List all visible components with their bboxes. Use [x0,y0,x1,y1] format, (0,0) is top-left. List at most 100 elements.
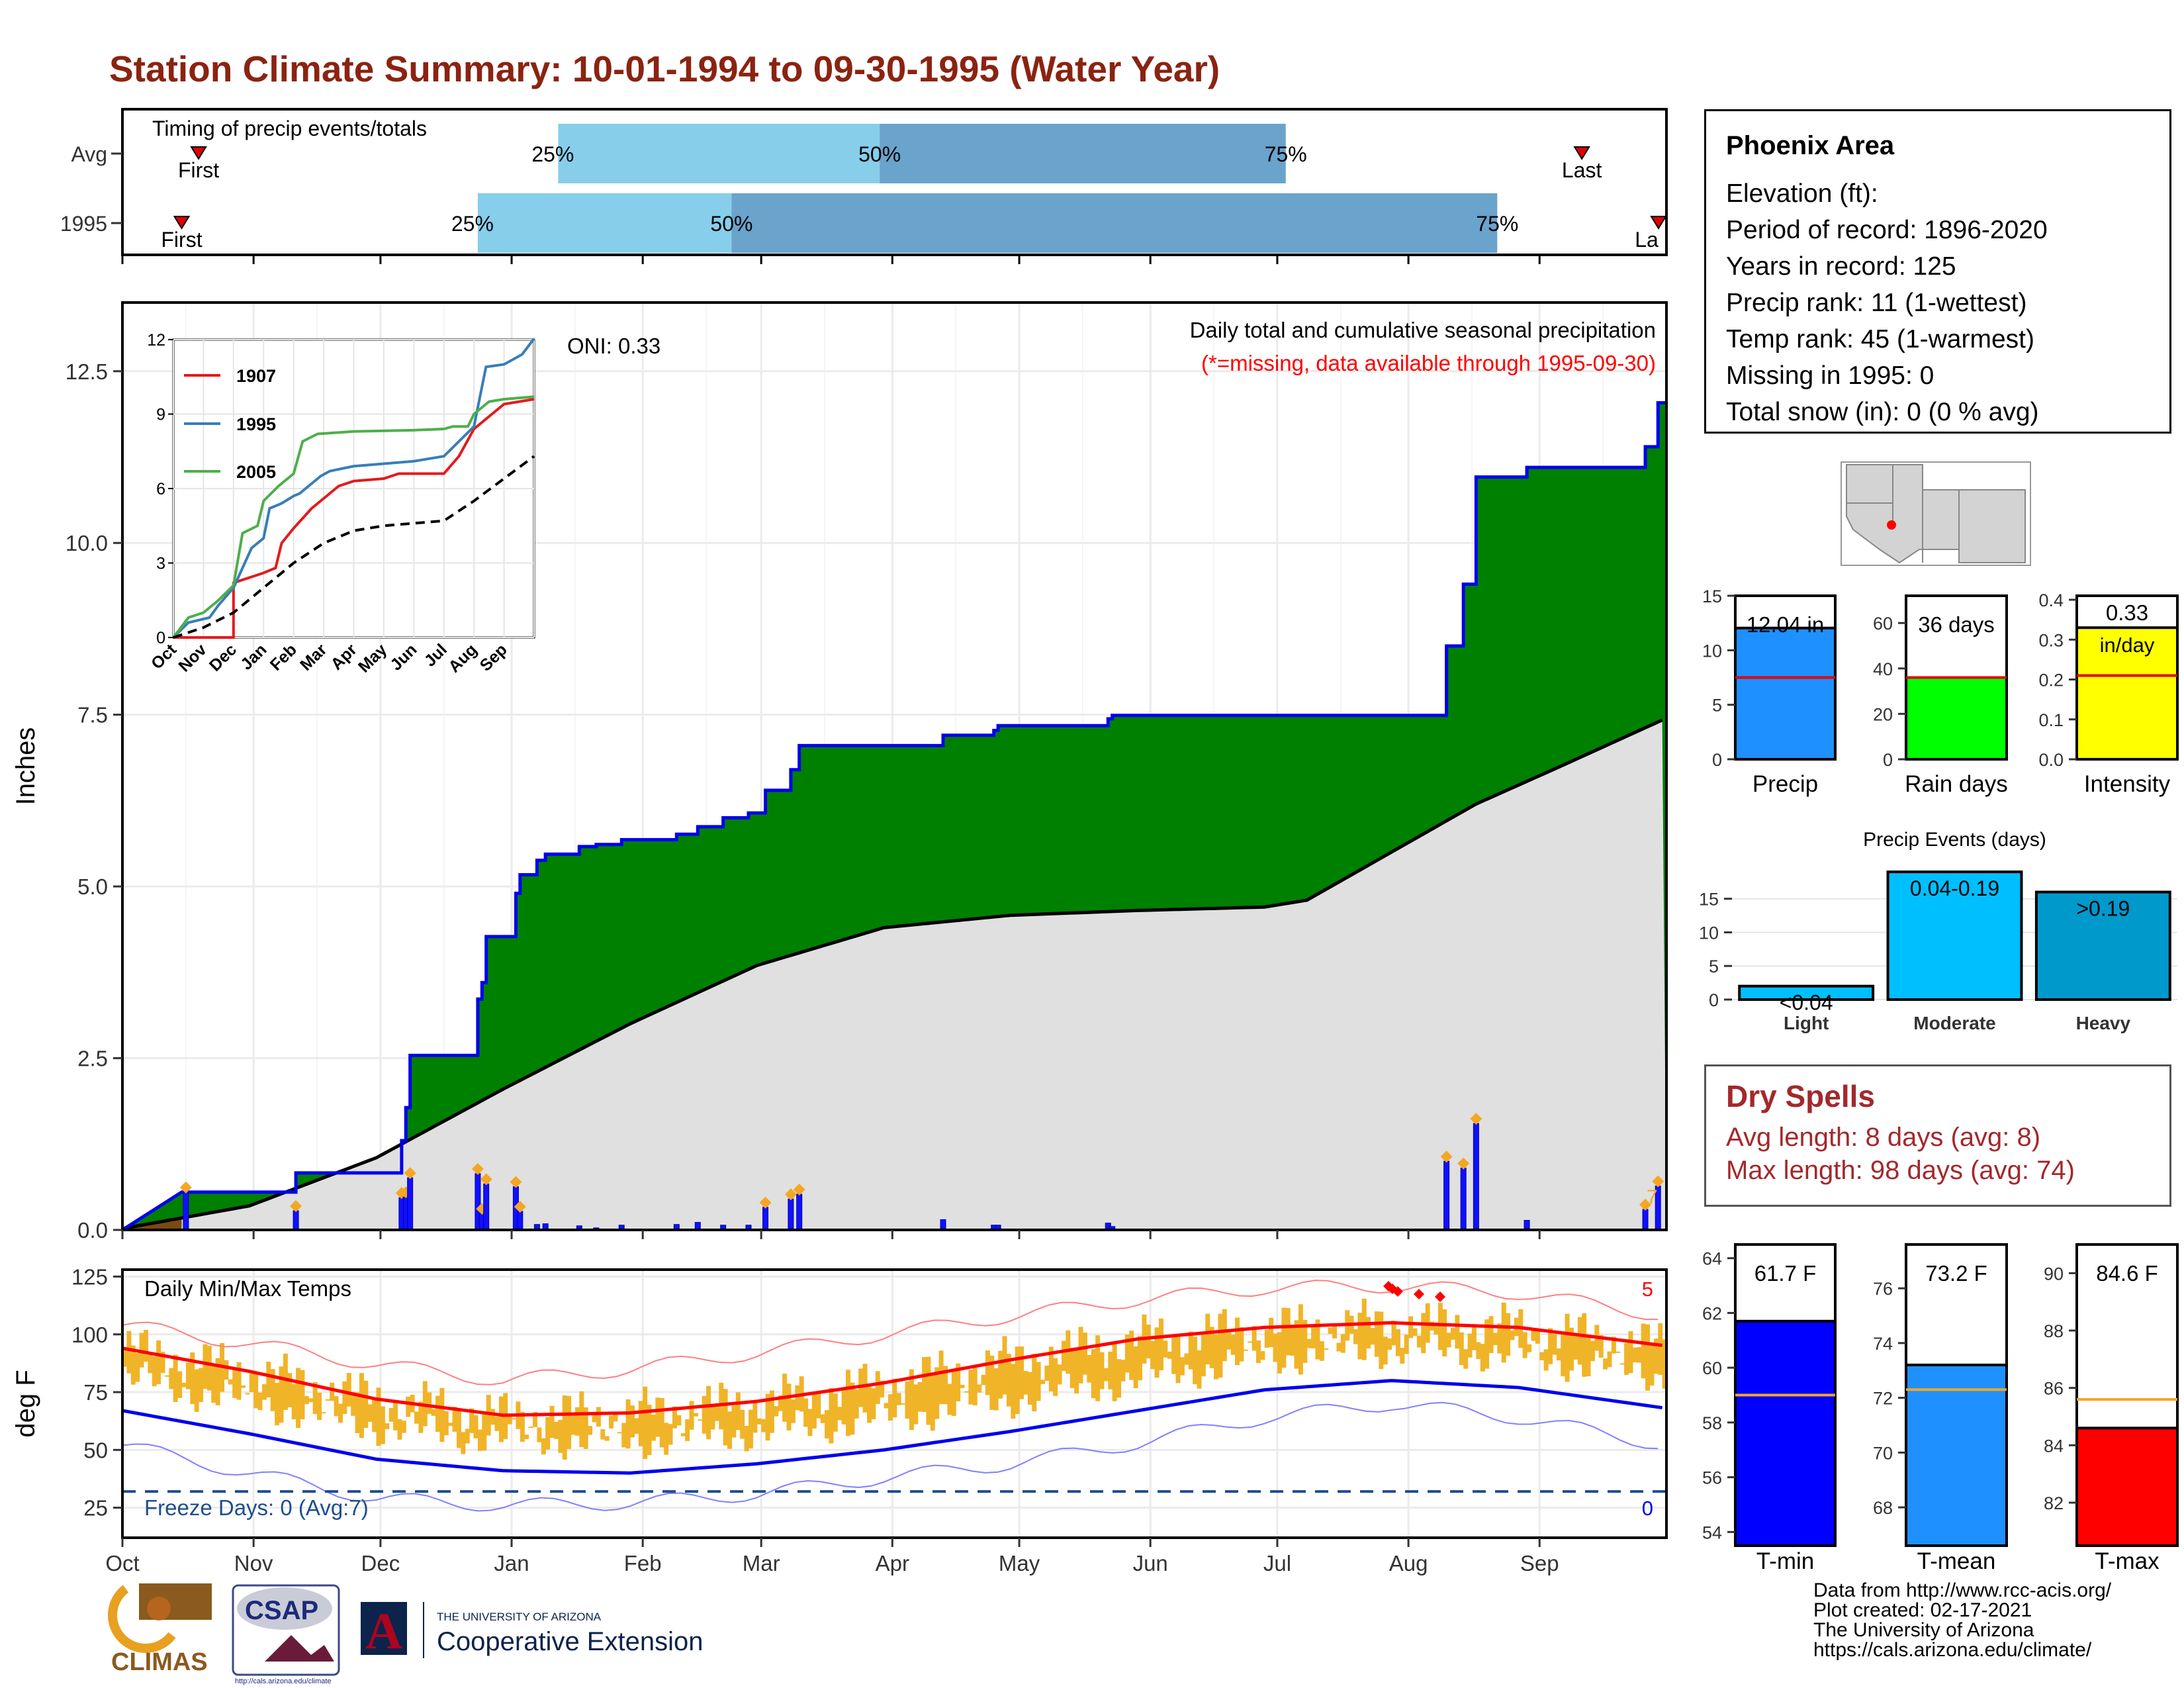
average-cumulative-area [122,720,1666,1230]
daily-temp-range-bar [148,1353,153,1374]
daily-temp-range-bar [1057,1364,1062,1385]
daily-temp-range-bar [744,1426,749,1452]
daily-temp-range-bar [1298,1304,1303,1375]
daily-temp-range-bar [1437,1303,1443,1350]
daily-temp-range-bar [1501,1302,1506,1363]
daily-temp-range-bar [1273,1333,1278,1362]
inset-series-line [172,395,535,639]
daily-temp-range-bar [1285,1307,1291,1356]
daily-temp-range-bar [583,1407,588,1449]
ua-logo: A THE UNIVERSITY OF ARIZONA Cooperative … [361,1602,703,1660]
daily-temp-range-bar [989,1355,995,1410]
daily-temp-range-bar [1573,1336,1578,1360]
precip-subtitle: (*=missing, data available through 1995-… [1201,351,1656,375]
daily-temp-range-bar [1332,1325,1338,1338]
daily-temp-range-bar [634,1418,639,1434]
daily-temp-range-bar [1188,1331,1193,1370]
intensity_gauge-ytick-label: 0.4 [2038,590,2064,610]
timing-row-label: Avg [71,142,107,166]
daily-temp-range-bar [232,1367,238,1398]
month-tick-label: Feb [624,1551,662,1575]
daily-temp-range-bar [833,1393,838,1432]
precip-ytick-label: 10.0 [66,531,108,555]
ua-mark: A [365,1602,402,1660]
record-low-count: 0 [1642,1497,1653,1520]
daily-temp-range-bar [359,1373,364,1438]
credit-line: The University of Arizona [1813,1619,2034,1641]
tmin_gauge-gauge: 54 56 58 60 62 64 61.7 F T-min [1702,1243,1837,1574]
daily-temp-range-bar [854,1389,859,1419]
daily-temp-range-bar [714,1403,719,1421]
daily-temp-range-bar [761,1419,766,1432]
record-high-marker-icon [1414,1289,1424,1299]
daily-temp-range-bar [211,1365,216,1403]
events-ytick-label: 0 [1709,990,1719,1010]
daily-temp-range-bar [164,1375,169,1377]
tmean_gauge-ytick-label: 72 [1873,1389,1893,1409]
daily-temp-range-bar [1167,1351,1172,1359]
tmean_gauge-category-label: T-mean [1917,1548,1996,1574]
daily-temp-range-bar [702,1395,707,1434]
daily-temp-range-bar [643,1386,648,1460]
precip_gauge-ytick-label: 5 [1712,696,1722,716]
daily-temp-range-bar [325,1399,330,1401]
daily-temp-range-bar [1315,1319,1320,1360]
daily-precip-bar [517,1211,523,1231]
daily-temp-range-bar [385,1423,390,1430]
daily-temp-range-bar [901,1403,906,1405]
daily-temp-range-bar [892,1378,897,1418]
raindays_gauge-gauge: 0 20 40 60 36 days Rain days [1873,594,2008,797]
temp-ytick-label: 125 [71,1264,108,1289]
daily-temp-range-bar [1383,1336,1388,1365]
tmin_gauge-category-label: T-min [1756,1548,1815,1574]
daily-temp-range-bar [588,1426,593,1435]
daily-precip-bar [1642,1209,1649,1231]
daily-temp-range-bar [312,1382,318,1415]
temp-frame [121,1268,1668,1539]
daily-temp-range-bar [825,1410,830,1438]
heavy-day-marker-icon [1440,1150,1453,1163]
daily-temp-range-bar [689,1401,694,1430]
daily-temp-range-bar [655,1397,660,1437]
daily-precip-bar [183,1192,189,1231]
daily-temp-range-bar [820,1414,825,1423]
tmin_gauge-ytick-label: 60 [1702,1358,1722,1378]
daily-temp-range-bar [1590,1340,1595,1362]
daily-precip-bar [762,1207,769,1231]
daily-temp-range-bar [731,1405,737,1438]
tmax_gauge-ytick-label: 88 [2044,1321,2064,1341]
daily-temp-range-bar [388,1407,394,1422]
daily-temp-range-bar [1053,1358,1058,1396]
daily-temp-range-bar [279,1366,284,1423]
daily-precip-bar [293,1210,299,1231]
daily-temp-range-bar [215,1358,220,1405]
record-high-count: 5 [1642,1278,1653,1301]
daily-temp-range-bar [972,1367,978,1406]
precip-title: Daily total and cumulative seasonal prec… [1190,318,1656,342]
daily-temp-range-bar [1069,1348,1075,1388]
tmean_gauge-gauge: 68 70 72 74 76 73.2 F T-mean [1873,1243,2008,1574]
daily-temp-range-bar [1264,1329,1269,1348]
daily-temp-range-bar [418,1401,424,1433]
daily-temp-range-bar [680,1433,686,1436]
temp-ytick-label: 25 [83,1496,108,1521]
daily-temp-range-bar [862,1364,868,1413]
daily-temp-range-bar [1598,1335,1604,1358]
climas-logo: CLIMAS [108,1583,212,1676]
daily-temp-range-bar [1561,1332,1566,1377]
daily-temp-range-bar [317,1392,322,1421]
inset-chart: 190719952005036912OctNovDecJanFebMarAprM… [147,331,535,677]
daily-temp-range-bar [473,1415,478,1438]
freeze-days-label: Freeze Days: 0 (Avg:7) [144,1495,369,1520]
station-period: Period of record: 1896-2020 [1726,216,2048,244]
daily-temp-range-bar [1455,1315,1460,1349]
daily-temp-range-bar [1628,1331,1633,1374]
csap-logo: CSAP http://cals.arizona.edu/climate [232,1584,340,1685]
missing-count-label: 7 [1647,1186,1658,1208]
daily-temp-range-bar [947,1383,952,1415]
daily-temp-range-bar [1235,1317,1240,1366]
daily-temp-range-bar [1306,1338,1312,1348]
events-bar [2034,890,2171,1001]
daily-temp-range-bar [1412,1328,1418,1336]
